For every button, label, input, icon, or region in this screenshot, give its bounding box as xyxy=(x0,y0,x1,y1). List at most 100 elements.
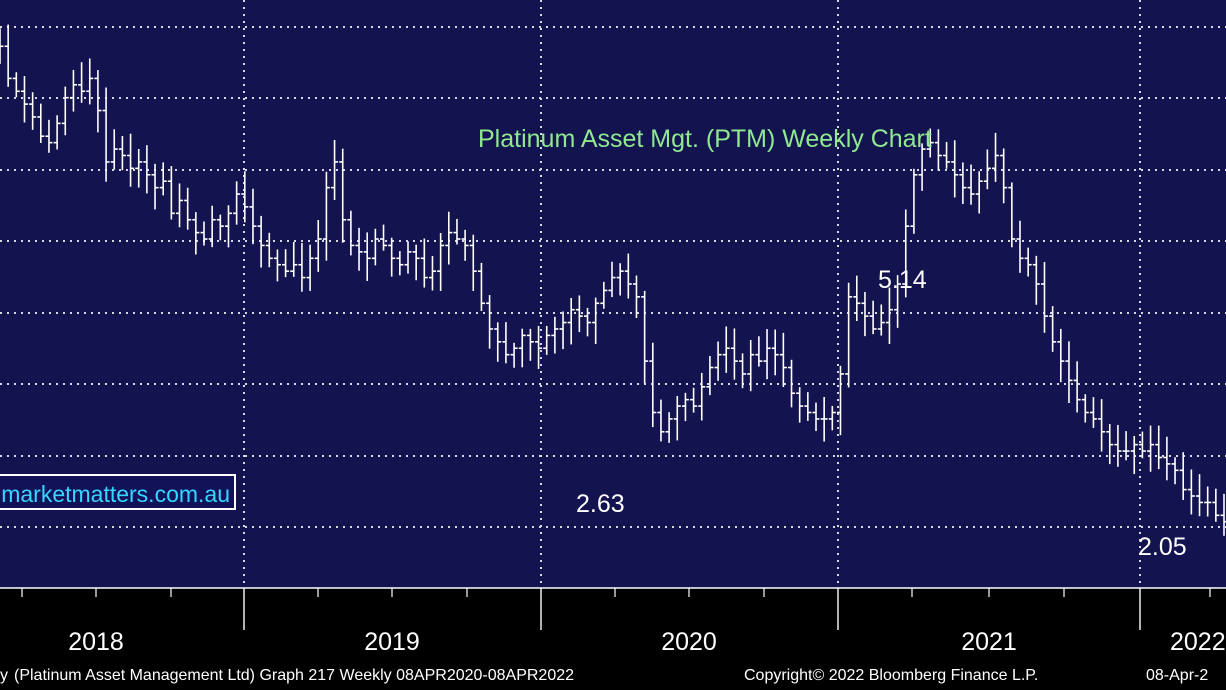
weekly-bar xyxy=(1024,247,1032,277)
weekly-bar xyxy=(1057,328,1065,383)
weekly-bar xyxy=(290,241,298,277)
weekly-bar xyxy=(559,311,567,350)
weekly-bar xyxy=(208,205,216,248)
chart-title: Platinum Asset Mgt. (PTM) Weekly Chart xyxy=(478,125,932,153)
weekly-bar xyxy=(951,140,959,198)
weekly-bar xyxy=(992,132,1000,182)
weekly-bar xyxy=(1204,486,1212,517)
weekly-bar xyxy=(730,328,738,380)
weekly-bar xyxy=(518,328,526,368)
weekly-bar xyxy=(885,287,893,344)
weekly-bar xyxy=(477,262,485,312)
weekly-bar xyxy=(37,103,45,143)
annotation-high-2021: 5.14 xyxy=(878,266,927,294)
weekly-bar xyxy=(306,244,314,291)
weekly-bar xyxy=(257,215,265,268)
weekly-bar xyxy=(869,300,877,335)
year-label-2018: 2018 xyxy=(68,628,124,656)
price-series xyxy=(0,24,1226,536)
weekly-bar xyxy=(1089,397,1097,428)
weekly-bar xyxy=(428,256,436,291)
weekly-bar xyxy=(1171,457,1179,485)
weekly-bar xyxy=(755,336,763,367)
weekly-bar xyxy=(967,164,975,205)
weekly-bar xyxy=(388,237,396,277)
weekly-bar xyxy=(796,387,804,423)
weekly-bar xyxy=(592,297,600,344)
weekly-bar xyxy=(673,395,681,441)
weekly-bar xyxy=(584,307,592,337)
weekly-bar xyxy=(543,325,551,355)
footer-bar: y (Platinum Asset Management Ltd) Graph … xyxy=(0,664,1226,690)
weekly-bar xyxy=(1016,220,1024,273)
weekly-bar xyxy=(1040,262,1048,333)
weekly-bar xyxy=(698,372,706,421)
weekly-bar xyxy=(747,340,755,392)
weekly-bar xyxy=(176,183,184,228)
weekly-bar xyxy=(1196,474,1204,517)
weekly-bar xyxy=(192,212,200,255)
weekly-bar xyxy=(1098,399,1106,452)
weekly-bar xyxy=(331,139,339,200)
weekly-bar xyxy=(298,243,306,292)
weekly-bar xyxy=(771,329,779,376)
weekly-bar xyxy=(943,141,951,169)
weekly-bar xyxy=(706,355,714,396)
weekly-bar xyxy=(184,187,192,230)
weekly-bar xyxy=(167,166,175,220)
weekly-bar xyxy=(934,129,942,171)
weekly-bar xyxy=(469,234,477,291)
weekly-bar xyxy=(396,251,404,276)
weekly-bar xyxy=(1032,255,1040,305)
weekly-bar xyxy=(0,28,4,64)
weekly-bar xyxy=(339,148,347,243)
weekly-bar xyxy=(314,220,322,272)
weekly-bar xyxy=(902,209,910,298)
weekly-bar xyxy=(665,412,673,443)
weekly-bar xyxy=(412,244,420,281)
weekly-bar xyxy=(681,392,689,422)
weekly-bar xyxy=(233,181,241,225)
weekly-bar xyxy=(69,69,77,112)
weekly-bar xyxy=(1138,431,1146,459)
footer-graph-info: (Platinum Asset Management Ltd) Graph 21… xyxy=(14,667,575,684)
weekly-bar xyxy=(461,229,469,261)
weekly-bar xyxy=(910,168,918,234)
weekly-bar xyxy=(649,342,657,428)
weekly-bar xyxy=(1187,469,1195,515)
weekly-bar xyxy=(1212,488,1220,522)
weekly-bar xyxy=(853,275,861,322)
weekly-bar xyxy=(159,162,167,196)
weekly-bar xyxy=(502,322,510,364)
weekly-bar xyxy=(926,128,934,158)
year-label-2021: 2021 xyxy=(961,628,1017,656)
weekly-bar xyxy=(828,405,836,431)
weekly-bar xyxy=(714,341,722,381)
weekly-bar xyxy=(494,322,502,362)
weekly-bar xyxy=(1130,435,1138,475)
weekly-bar xyxy=(1008,182,1016,248)
weekly-bar xyxy=(1106,424,1114,465)
weekly-bar xyxy=(437,233,445,291)
weekly-bar xyxy=(127,133,135,187)
weekly-bar xyxy=(1155,425,1163,470)
weekly-bar xyxy=(894,275,902,328)
weekly-bar xyxy=(420,238,428,288)
weekly-bar xyxy=(445,211,453,265)
weekly-bar xyxy=(575,295,583,333)
weekly-bar xyxy=(812,402,820,432)
weekly-bar xyxy=(94,70,102,133)
year-label-2022: 2022 xyxy=(1170,628,1226,656)
weekly-bar xyxy=(510,342,518,368)
weekly-bar xyxy=(1147,425,1155,472)
weekly-bar xyxy=(624,253,632,299)
watermark-badge: marketmatters.com.au xyxy=(0,474,236,510)
weekly-bar xyxy=(118,135,126,171)
weekly-bar xyxy=(143,145,151,194)
weekly-bar xyxy=(151,163,159,210)
weekly-bar xyxy=(86,58,94,105)
weekly-bar xyxy=(845,282,853,388)
footer-copyright: Copyright© 2022 Bloomberg Finance L.P. xyxy=(744,667,1039,684)
weekly-bar xyxy=(1163,436,1171,481)
weekly-bar xyxy=(975,171,983,214)
